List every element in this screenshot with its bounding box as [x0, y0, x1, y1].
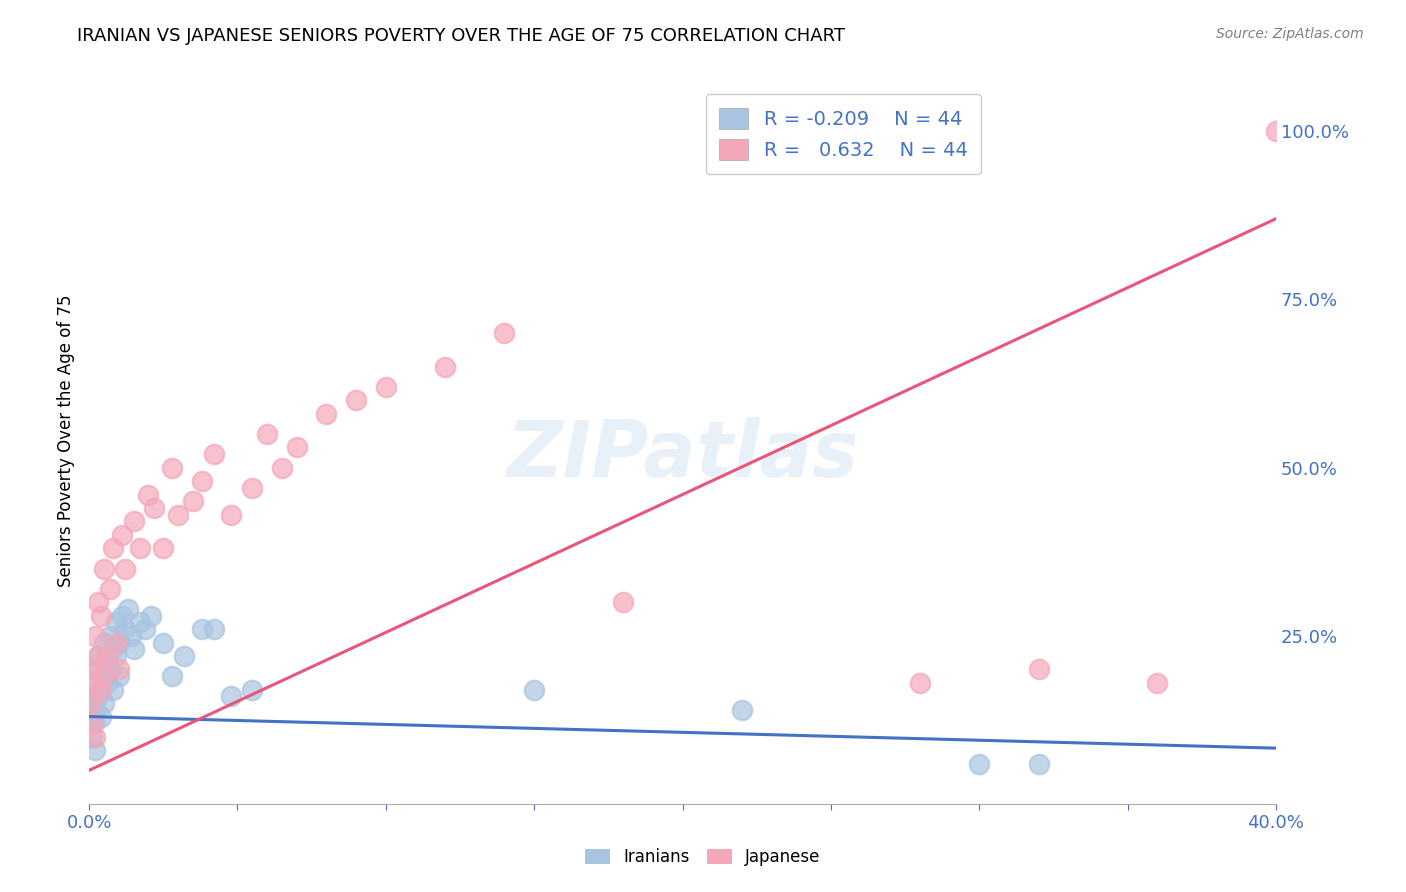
- Point: [240, 481, 263, 495]
- Point: [344, 393, 367, 408]
- Point: [98, 582, 121, 596]
- Point: [101, 541, 124, 556]
- Point: [111, 528, 134, 542]
- Point: [96, 648, 118, 663]
- Point: [98, 629, 121, 643]
- Point: [87, 662, 110, 676]
- Point: [152, 541, 174, 556]
- Point: [122, 515, 145, 529]
- Point: [84, 629, 107, 643]
- Point: [523, 682, 546, 697]
- Point: [967, 756, 990, 771]
- Point: [202, 447, 225, 461]
- Point: [104, 615, 127, 630]
- Point: [731, 703, 754, 717]
- Point: [101, 642, 124, 657]
- Point: [120, 629, 142, 643]
- Point: [98, 662, 121, 676]
- Point: [374, 380, 396, 394]
- Point: [80, 730, 103, 744]
- Point: [240, 682, 263, 697]
- Point: [87, 648, 110, 663]
- Point: [167, 508, 190, 522]
- Point: [84, 743, 107, 757]
- Point: [107, 662, 129, 676]
- Point: [612, 595, 634, 609]
- Point: [114, 561, 136, 575]
- Point: [152, 635, 174, 649]
- Point: [87, 648, 110, 663]
- Point: [271, 460, 294, 475]
- Point: [107, 669, 129, 683]
- Point: [128, 541, 150, 556]
- Point: [434, 359, 457, 374]
- Point: [181, 494, 204, 508]
- Point: [83, 716, 105, 731]
- Point: [315, 407, 337, 421]
- Point: [80, 696, 103, 710]
- Point: [285, 441, 308, 455]
- Point: [1028, 756, 1050, 771]
- Point: [80, 716, 103, 731]
- Point: [87, 595, 110, 609]
- Point: [191, 622, 214, 636]
- Y-axis label: Seniors Poverty Over the Age of 75: Seniors Poverty Over the Age of 75: [58, 294, 75, 587]
- Point: [138, 487, 160, 501]
- Point: [93, 669, 115, 683]
- Legend: Iranians, Japanese: Iranians, Japanese: [576, 840, 830, 875]
- Point: [93, 635, 115, 649]
- Point: [117, 602, 139, 616]
- Point: [93, 696, 115, 710]
- Point: [107, 635, 129, 649]
- Point: [79, 709, 101, 723]
- Point: [104, 635, 127, 649]
- Text: IRANIAN VS JAPANESE SENIORS POVERTY OVER THE AGE OF 75 CORRELATION CHART: IRANIAN VS JAPANESE SENIORS POVERTY OVER…: [77, 27, 845, 45]
- Point: [128, 615, 150, 630]
- Point: [1265, 124, 1288, 138]
- Point: [93, 669, 115, 683]
- Point: [90, 682, 112, 697]
- Point: [90, 608, 112, 623]
- Point: [114, 622, 136, 636]
- Point: [96, 656, 118, 670]
- Point: [101, 682, 124, 697]
- Point: [84, 730, 107, 744]
- Point: [84, 703, 107, 717]
- Point: [93, 561, 115, 575]
- Point: [160, 460, 183, 475]
- Point: [221, 690, 243, 704]
- Point: [87, 690, 110, 704]
- Point: [494, 326, 516, 340]
- Point: [80, 662, 103, 676]
- Legend: R = -0.209    N = 44, R =   0.632    N = 44: R = -0.209 N = 44, R = 0.632 N = 44: [706, 95, 981, 174]
- Point: [83, 676, 105, 690]
- Point: [221, 508, 243, 522]
- Point: [1146, 676, 1168, 690]
- Point: [84, 676, 107, 690]
- Point: [122, 642, 145, 657]
- Point: [90, 682, 112, 697]
- Point: [141, 608, 163, 623]
- Point: [79, 696, 101, 710]
- Point: [160, 669, 183, 683]
- Text: Source: ZipAtlas.com: Source: ZipAtlas.com: [1216, 27, 1364, 41]
- Point: [143, 500, 166, 515]
- Point: [90, 709, 112, 723]
- Text: ZIPatlas: ZIPatlas: [506, 417, 859, 493]
- Point: [96, 676, 118, 690]
- Point: [111, 608, 134, 623]
- Point: [104, 648, 127, 663]
- Point: [256, 427, 278, 442]
- Point: [191, 474, 214, 488]
- Point: [908, 676, 931, 690]
- Point: [1028, 662, 1050, 676]
- Point: [173, 648, 195, 663]
- Point: [134, 622, 156, 636]
- Point: [202, 622, 225, 636]
